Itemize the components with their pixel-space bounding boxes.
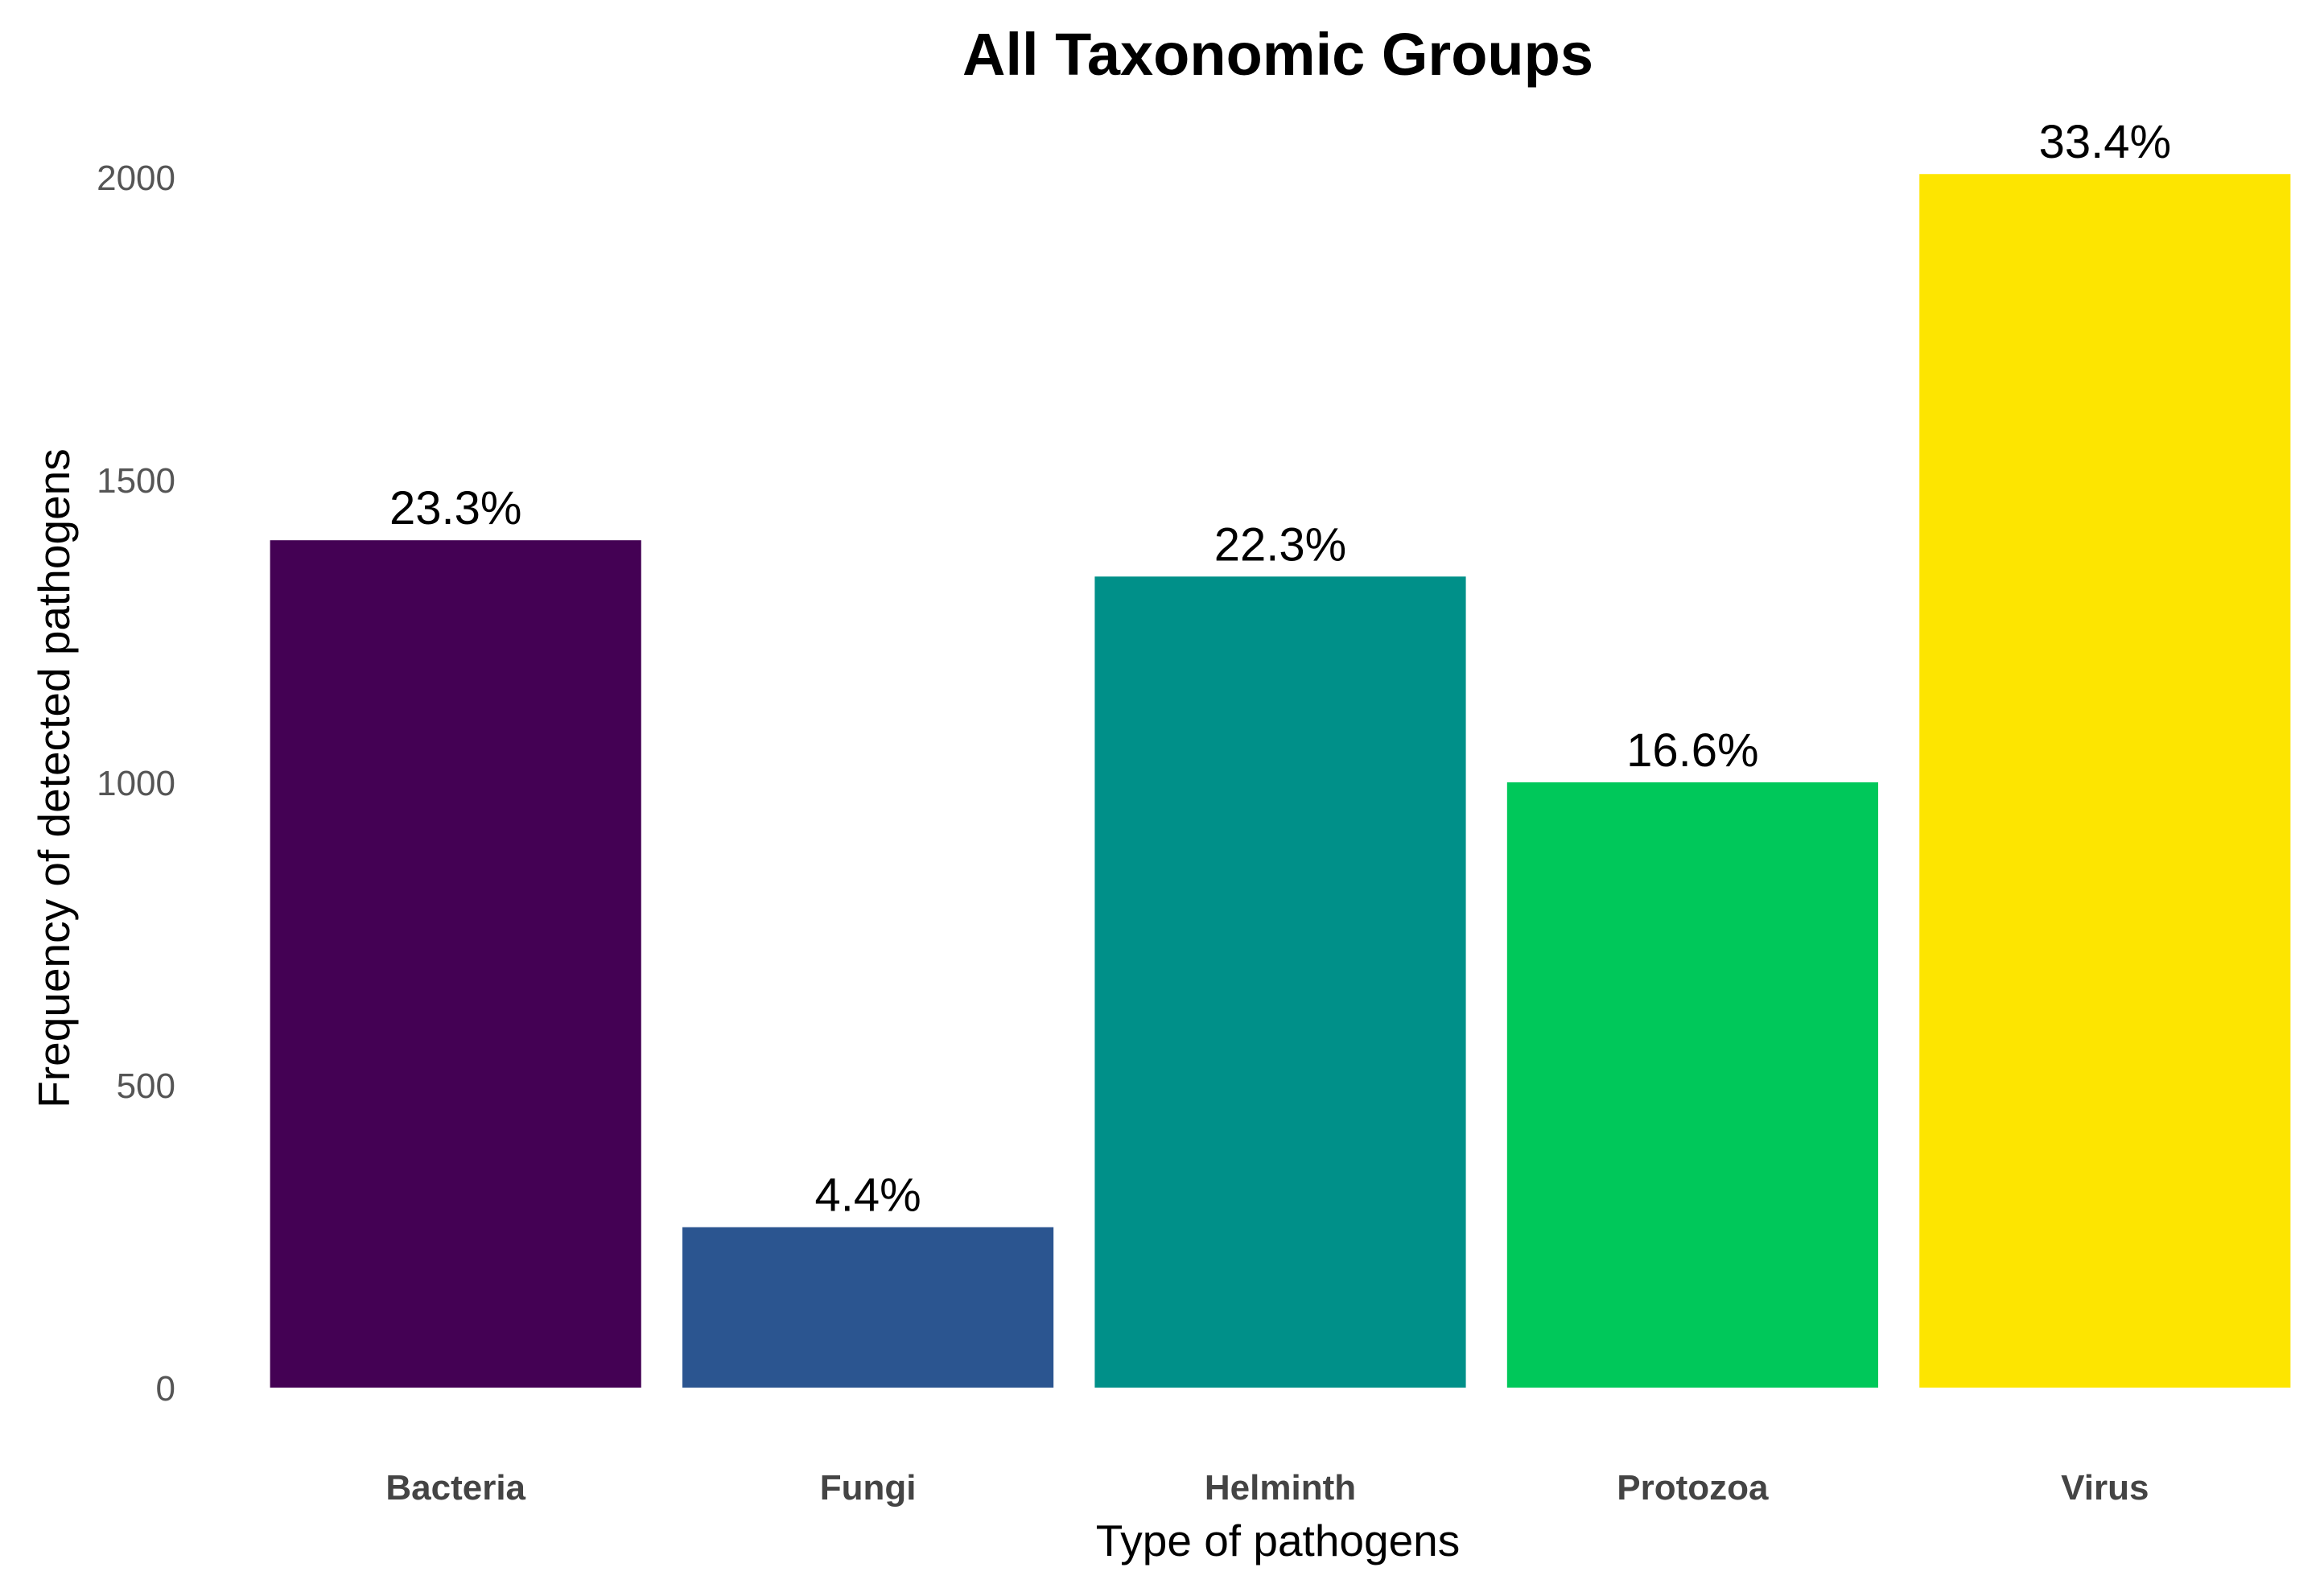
bar-labels: 23.3% 4.4% 22.3% 16.6% 33.4%: [389, 116, 2171, 1221]
x-tick-label-fungi: Fungi: [820, 1468, 917, 1508]
y-tick-label-0: 0: [156, 1369, 175, 1409]
bar-protozoa: [1506, 782, 1878, 1388]
x-tick-label-virus: Virus: [2061, 1468, 2149, 1508]
bar-value-label-protozoa: 16.6%: [1626, 724, 1758, 777]
x-tick-label-helminth: Helminth: [1205, 1468, 1356, 1508]
y-axis-ticks: 0 500 1000 1500 2000: [97, 159, 175, 1409]
y-axis-title: Frequency of detected pathogens: [29, 448, 79, 1108]
y-tick-label-1000: 1000: [97, 764, 175, 803]
bar-fungi: [682, 1227, 1054, 1388]
bar-virus: [1919, 174, 2291, 1388]
bar-bacteria: [270, 540, 641, 1388]
x-axis-ticks: Bacteria Fungi Helminth Protozoa Virus: [385, 1468, 2149, 1508]
y-tick-label-500: 500: [117, 1066, 175, 1106]
x-axis-title: Type of pathogens: [1096, 1516, 1461, 1565]
bars: [270, 174, 2291, 1388]
bar-helminth: [1094, 576, 1466, 1388]
bar-value-label-fungi: 4.4%: [814, 1169, 921, 1222]
bar-value-label-helminth: 22.3%: [1214, 518, 1346, 571]
y-tick-label-1500: 1500: [97, 461, 175, 501]
x-tick-label-protozoa: Protozoa: [1617, 1468, 1769, 1508]
bar-value-label-virus: 33.4%: [2039, 116, 2171, 168]
bar-value-label-bacteria: 23.3%: [389, 482, 521, 534]
y-tick-label-2000: 2000: [97, 159, 175, 198]
x-tick-label-bacteria: Bacteria: [385, 1468, 525, 1508]
chart-title: All Taxonomic Groups: [962, 21, 1593, 88]
